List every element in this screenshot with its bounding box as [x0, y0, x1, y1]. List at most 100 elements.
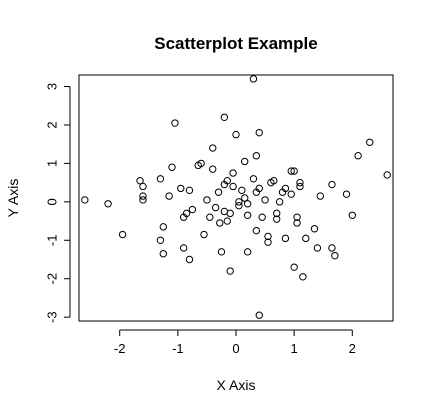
data-point [255, 311, 263, 319]
data-point [264, 232, 272, 241]
data-point [238, 186, 246, 195]
data-point [139, 192, 147, 200]
data-point [264, 238, 272, 246]
data-point [261, 196, 269, 204]
data-point [214, 188, 223, 196]
data-point [255, 128, 263, 137]
data-point [328, 180, 336, 189]
data-point [168, 163, 176, 171]
chart-title: Scatterplot Example [154, 34, 317, 53]
y-axis-title: Y Axis [5, 179, 21, 218]
data-point [226, 209, 234, 218]
data-point [226, 267, 234, 275]
data-point [281, 234, 290, 243]
data-point [243, 211, 252, 219]
data-point [223, 177, 231, 185]
x-axis-title: X Axis [217, 377, 256, 393]
data-point [182, 209, 191, 218]
data-point [229, 182, 237, 191]
data-point [165, 192, 173, 200]
data-point [293, 213, 301, 221]
data-point [281, 184, 290, 193]
data-point [177, 184, 185, 193]
data-point [241, 194, 249, 202]
data-point [232, 130, 240, 139]
y-tick-label: 0 [45, 198, 60, 205]
data-point [366, 138, 374, 146]
data-point [275, 198, 284, 206]
y-tick-label: 3 [45, 83, 60, 90]
data-point [209, 165, 217, 173]
x-axis: -2 -1 0 1 2 [114, 329, 356, 356]
data-point [328, 244, 336, 252]
data-point [296, 182, 304, 191]
data-point [188, 205, 197, 214]
data-point [216, 219, 224, 227]
data-point [287, 190, 295, 198]
data-point [249, 175, 258, 183]
x-tick-label: 1 [291, 341, 298, 356]
data-point [252, 152, 261, 160]
data-point [209, 144, 217, 152]
data-point [241, 157, 249, 166]
data-point [273, 215, 281, 223]
y-tick-label: 2 [45, 121, 60, 128]
data-point [185, 186, 194, 195]
data-point [206, 213, 214, 221]
data-point [139, 182, 147, 191]
y-tick-label: -2 [45, 273, 60, 285]
data-point [310, 225, 319, 233]
data-point [159, 250, 168, 258]
y-tick-label: -1 [45, 235, 60, 247]
data-points [81, 75, 391, 319]
data-point [348, 211, 356, 219]
data-point [252, 226, 261, 235]
data-point [156, 175, 165, 183]
data-point [342, 190, 351, 198]
y-axis: -3 -2 -1 0 1 2 3 [45, 83, 71, 323]
data-point [258, 213, 266, 221]
data-point [179, 244, 188, 252]
data-point [383, 171, 391, 179]
data-point [302, 234, 310, 243]
data-point [223, 217, 231, 225]
data-point [235, 198, 243, 206]
y-tick-label: 1 [45, 160, 60, 167]
data-point [296, 178, 304, 187]
data-point [273, 209, 281, 218]
x-tick-label: 2 [349, 341, 356, 356]
x-tick-label: -1 [172, 341, 184, 356]
x-tick-label: -2 [114, 341, 126, 356]
data-point [229, 169, 237, 177]
plot-frame [78, 74, 394, 322]
data-point [316, 192, 325, 200]
data-point [171, 119, 179, 127]
data-point [139, 196, 147, 204]
data-point [200, 230, 208, 239]
data-point [249, 75, 258, 83]
data-point [270, 177, 278, 185]
data-point [290, 263, 298, 271]
data-point [159, 223, 168, 231]
data-point [243, 248, 252, 256]
data-point [313, 244, 322, 252]
data-point [211, 203, 220, 212]
data-point [217, 248, 226, 256]
x-tick-label: 0 [232, 341, 239, 356]
data-point [220, 113, 229, 121]
data-point [293, 219, 301, 227]
data-point [287, 167, 295, 175]
data-point [104, 200, 112, 208]
data-point [299, 273, 307, 281]
data-point [81, 196, 89, 204]
data-point [185, 255, 194, 264]
data-point [156, 236, 165, 244]
data-point [235, 201, 243, 210]
y-tick-label: -3 [45, 311, 60, 323]
data-point [197, 159, 205, 168]
data-point [203, 196, 211, 204]
data-point [118, 230, 127, 239]
data-point [255, 184, 263, 193]
